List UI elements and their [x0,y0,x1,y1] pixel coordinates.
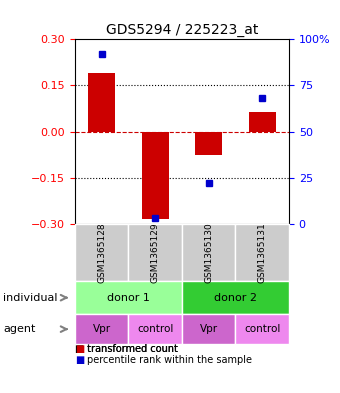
Text: ■: ■ [75,354,84,365]
Text: donor 1: donor 1 [107,293,150,303]
Text: control: control [244,324,280,334]
Text: transformed count: transformed count [87,343,177,354]
Text: GSM1365128: GSM1365128 [97,222,106,283]
Text: percentile rank within the sample: percentile rank within the sample [87,354,252,365]
Text: GSM1365130: GSM1365130 [204,222,213,283]
Text: Vpr: Vpr [92,324,110,334]
Text: ■: ■ [75,343,84,354]
Bar [249,112,276,132]
Text: Vpr: Vpr [200,324,218,334]
Text: donor 2: donor 2 [214,293,257,303]
Bar [195,132,222,155]
Text: ■ transformed count: ■ transformed count [75,343,178,354]
Text: individual: individual [3,293,58,303]
Text: control: control [137,324,173,334]
Title: GDS5294 / 225223_at: GDS5294 / 225223_at [106,23,258,37]
Text: GSM1365129: GSM1365129 [151,222,159,283]
Bar [142,132,169,219]
Text: agent: agent [3,324,36,334]
Text: GSM1365131: GSM1365131 [258,222,267,283]
Bar [88,73,115,132]
